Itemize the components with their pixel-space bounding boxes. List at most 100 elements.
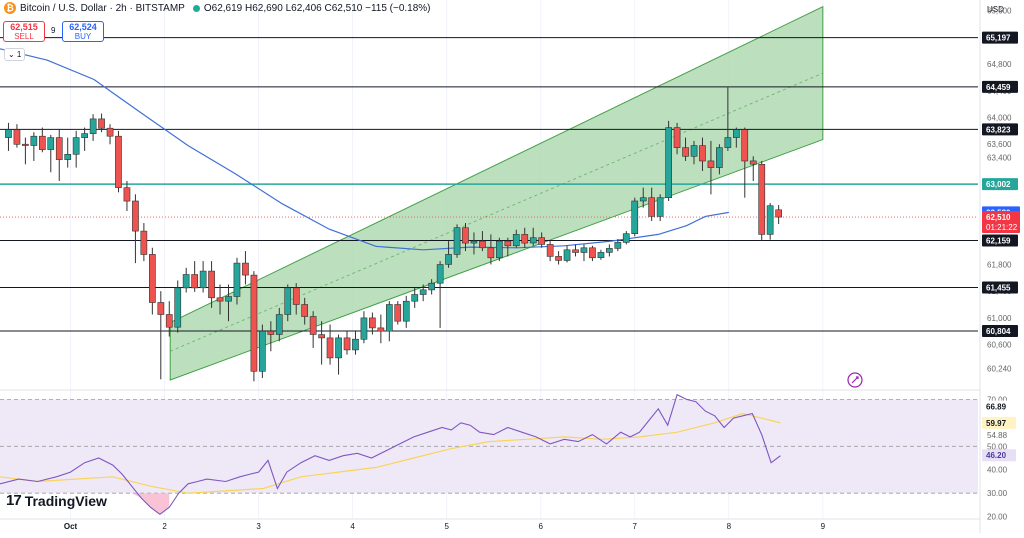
- rsi-marker-label: 59.97: [986, 419, 1007, 428]
- currency-label: USD: [987, 5, 1004, 14]
- candle: [766, 203, 774, 240]
- candle-body-up: [732, 129, 740, 138]
- candle: [512, 229, 520, 248]
- candle-body-down: [106, 127, 114, 137]
- candle-body-down: [267, 330, 275, 335]
- candle: [572, 244, 579, 257]
- candle-body-down: [589, 247, 596, 259]
- candle: [682, 137, 689, 161]
- time-tick-label: 7: [633, 522, 638, 531]
- symbol-title[interactable]: Bitcoin / U.S. Dollar · 2h · BITSTAMP: [20, 2, 185, 14]
- level-price-tag: [982, 281, 1018, 294]
- candle-body-down: [250, 274, 258, 372]
- candle-body-down: [368, 317, 376, 329]
- channel-midline: [170, 72, 824, 352]
- candle: [55, 128, 63, 181]
- tradingview-logo-icon: 17: [6, 492, 22, 509]
- rsi-marker-tag: [982, 416, 1016, 429]
- candle: [402, 295, 410, 328]
- time-tick-label: 6: [538, 522, 543, 531]
- collapse-indicators-button[interactable]: ⌄ 1: [4, 48, 26, 61]
- candle-body-down: [38, 135, 46, 150]
- candle-body-down: [572, 249, 579, 253]
- candle-body-down: [21, 143, 29, 146]
- candle-body-down: [309, 316, 317, 335]
- level-price-label: 65,197: [986, 34, 1011, 43]
- candle-body-down: [707, 160, 715, 168]
- candle: [715, 144, 723, 175]
- candle-body-down: [140, 230, 148, 255]
- rsi-tick-label: 40.00: [987, 466, 1008, 475]
- candle: [208, 261, 215, 308]
- candle: [5, 122, 12, 151]
- candle: [648, 187, 655, 222]
- candle-body-down: [326, 337, 334, 359]
- candle: [563, 245, 571, 263]
- rsi-marker-label: 46.20: [986, 451, 1007, 460]
- candle: [631, 197, 639, 237]
- candle: [538, 232, 545, 248]
- level-price-label: 64,459: [986, 83, 1011, 92]
- magic-wand-icon-stroke: [851, 376, 859, 384]
- main-pane: [0, 5, 978, 382]
- rsi-band-fill: [0, 399, 978, 494]
- candle-body-down: [555, 256, 562, 261]
- candle: [343, 331, 351, 355]
- candle: [411, 287, 419, 308]
- regression-channel: [169, 5, 824, 381]
- price-tick-label: 64,000: [987, 114, 1012, 123]
- buy-price: 62,524: [69, 22, 97, 32]
- rsi-ma-line: [0, 412, 781, 494]
- candle: [318, 321, 326, 365]
- candle-body-up: [81, 133, 88, 138]
- price-tick-label: 63,600: [987, 140, 1012, 149]
- candle: [13, 124, 21, 148]
- candle-body-down: [546, 244, 554, 257]
- candle: [233, 257, 241, 305]
- time-tick-label: Oct: [64, 522, 78, 531]
- candle-body-up: [495, 240, 503, 259]
- rsi-tick-label: 50.00: [987, 442, 1008, 451]
- candle-body-up: [89, 118, 97, 134]
- candle: [165, 301, 173, 337]
- tradingview-logo[interactable]: 17 TradingView: [6, 492, 107, 509]
- tradingview-logo-text: TradingView: [24, 492, 107, 509]
- magic-wand-icon: [847, 372, 863, 388]
- candle: [284, 284, 292, 322]
- rsi-tick-label: 54.88: [987, 431, 1008, 440]
- candle-body-down: [682, 147, 689, 157]
- rsi-pane: [0, 393, 978, 515]
- candle-body-down: [208, 270, 215, 299]
- candle: [301, 297, 309, 325]
- level-price-tag: [982, 178, 1018, 191]
- candle: [258, 324, 266, 378]
- candle-body-down: [749, 160, 757, 165]
- candle-body-down: [758, 164, 766, 235]
- time-tick-label: 9: [821, 522, 826, 531]
- candle-body-up: [614, 242, 622, 249]
- candle-body-up: [445, 254, 452, 265]
- candle-body-down: [775, 209, 782, 218]
- buy-button[interactable]: 62,524 BUY: [62, 21, 104, 42]
- sell-button[interactable]: 62,515 SELL: [3, 21, 45, 42]
- candle: [368, 312, 376, 335]
- candle-body-up: [690, 145, 698, 157]
- candle: [106, 124, 114, 145]
- candle: [199, 261, 207, 293]
- magic-wand-icon-ring: [847, 372, 863, 388]
- candle-body-up: [233, 262, 241, 297]
- candle-body-up: [428, 282, 436, 291]
- time-tick-label: 8: [727, 522, 732, 531]
- candle-body-down: [292, 287, 300, 305]
- candle: [487, 234, 495, 265]
- rsi-tick-label: 20.00: [987, 513, 1008, 522]
- time-tick-label: 5: [444, 522, 449, 531]
- candle: [656, 194, 664, 222]
- time-tick-label: 2: [162, 522, 167, 531]
- candle: [419, 284, 427, 302]
- candle: [267, 321, 275, 352]
- candle: [699, 137, 706, 171]
- candle-body-down: [343, 337, 351, 351]
- candle-body-up: [639, 197, 647, 202]
